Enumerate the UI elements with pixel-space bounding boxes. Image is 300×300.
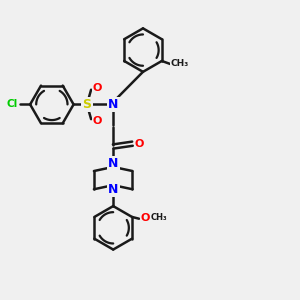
Text: O: O — [93, 116, 102, 126]
Text: N: N — [108, 157, 119, 170]
Text: S: S — [82, 98, 91, 111]
Text: O: O — [135, 139, 144, 149]
Text: O: O — [141, 213, 150, 223]
Text: CH₃: CH₃ — [171, 59, 189, 68]
Text: N: N — [108, 98, 119, 111]
Text: CH₃: CH₃ — [151, 213, 168, 222]
Text: Cl: Cl — [6, 99, 17, 110]
Text: O: O — [93, 83, 102, 93]
Text: N: N — [108, 183, 119, 196]
